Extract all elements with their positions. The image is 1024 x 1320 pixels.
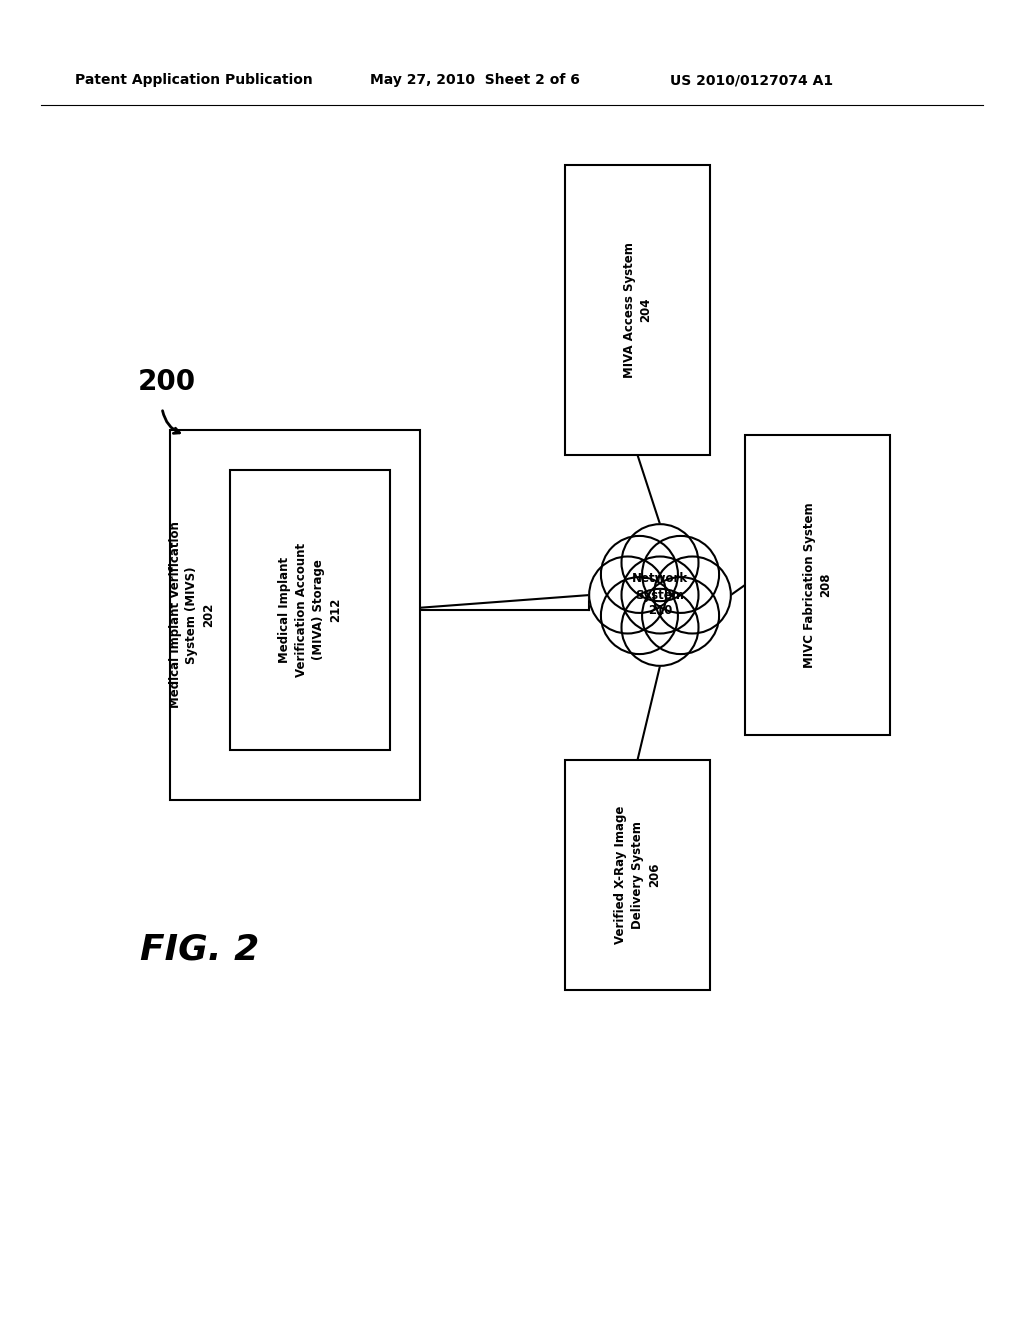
Bar (170, 430, 420, 800)
Circle shape (589, 557, 667, 634)
Circle shape (654, 557, 731, 634)
Circle shape (622, 589, 698, 665)
Text: Verified X-Ray Image
Delivery System
206: Verified X-Ray Image Delivery System 206 (614, 805, 662, 944)
Circle shape (601, 577, 678, 655)
Text: US 2010/0127074 A1: US 2010/0127074 A1 (670, 73, 834, 87)
Text: MIVA Access System
204: MIVA Access System 204 (623, 242, 652, 378)
Bar (230, 470, 390, 750)
Text: Medical Implant Verification
System (MIVS)
202: Medical Implant Verification System (MIV… (169, 521, 215, 709)
Bar (565, 760, 710, 990)
Circle shape (601, 536, 678, 612)
Circle shape (642, 536, 719, 612)
Text: FIG. 2: FIG. 2 (140, 933, 259, 968)
Bar (745, 436, 890, 735)
Text: Patent Application Publication: Patent Application Publication (75, 73, 312, 87)
Text: May 27, 2010  Sheet 2 of 6: May 27, 2010 Sheet 2 of 6 (370, 73, 580, 87)
Circle shape (622, 557, 698, 634)
Text: 200: 200 (138, 368, 197, 396)
Bar (565, 165, 710, 455)
Text: Network
System
210: Network System 210 (632, 573, 688, 618)
Text: MIVC Fabrication System
208: MIVC Fabrication System 208 (803, 502, 833, 668)
Circle shape (642, 577, 719, 655)
Text: Medical Implant
Verification Account
(MIVA) Storage
212: Medical Implant Verification Account (MI… (278, 543, 342, 677)
Circle shape (622, 524, 698, 601)
